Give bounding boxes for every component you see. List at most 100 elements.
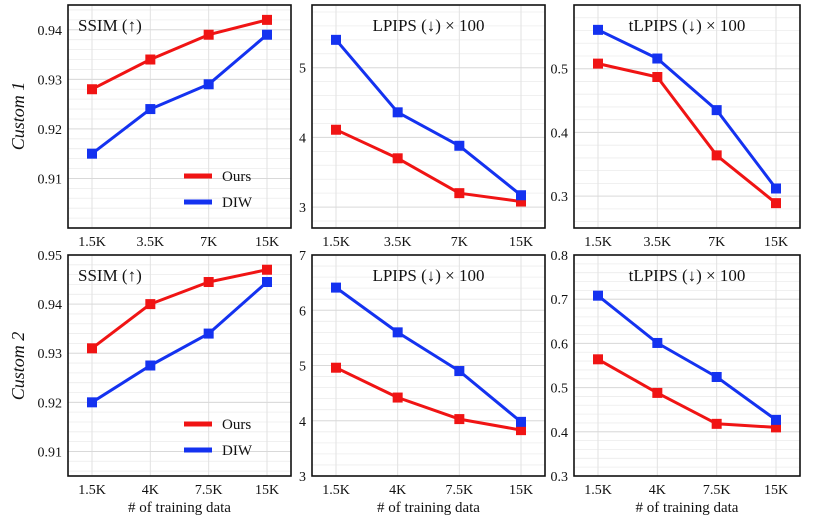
- row-label-1: Custom 1: [8, 82, 28, 151]
- chart-title: SSIM (↑): [78, 16, 142, 35]
- data-point-ours: [593, 58, 603, 69]
- row-label-2: Custom 2: [8, 332, 28, 401]
- x-axis-label-2: # of training data: [377, 500, 480, 516]
- data-point-diw: [516, 190, 526, 201]
- data-point-diw: [392, 107, 403, 118]
- y-tick-label: 0.7: [551, 293, 569, 308]
- chart-panel-2: 3 4 5 1.5K 3.5K 7K 15K LPIPS (↓) × 100: [299, 4, 546, 250]
- chart-title: LPIPS (↓) × 100: [372, 266, 484, 285]
- data-point-diw: [262, 277, 272, 288]
- y-tick-label: 0.94: [38, 24, 63, 39]
- data-point-diw: [771, 414, 781, 425]
- data-point-ours: [771, 198, 781, 209]
- y-tick-label: 0.95: [38, 249, 63, 264]
- chart-panel-5: 3 4 5 6 7 1.5K 4K 7.5K 15K LPIPS (↓) × 100: [299, 249, 546, 498]
- x-tick-label: 1.5K: [584, 235, 612, 250]
- data-point-ours: [593, 354, 603, 365]
- data-point-ours: [516, 196, 526, 207]
- plot-frame: [573, 254, 801, 477]
- chart-title: SSIM (↑): [78, 266, 142, 285]
- x-tick-label: 1.5K: [78, 235, 106, 250]
- data-point-ours: [262, 264, 272, 275]
- data-point-diw: [331, 282, 341, 293]
- data-point-ours: [392, 392, 403, 403]
- series-line-diw: [597, 28, 778, 190]
- data-point-ours: [516, 425, 526, 436]
- data-point-diw: [771, 183, 781, 194]
- y-tick-label: 0.91: [38, 445, 63, 460]
- chart-title: tLPIPS (↓) × 100: [629, 16, 746, 35]
- data-point-diw: [392, 327, 403, 338]
- plot-frame: [67, 254, 292, 477]
- series-line-diw: [91, 33, 268, 155]
- x-tick-label: 7K: [708, 235, 725, 250]
- data-point-ours: [203, 29, 214, 40]
- data-point-ours: [711, 418, 722, 429]
- y-tick-label: 0.3: [551, 190, 569, 205]
- data-point-diw: [593, 290, 603, 301]
- y-tick-label: 0.93: [38, 347, 63, 362]
- data-point-diw: [331, 34, 341, 45]
- chart-panel-3: 0.3 0.4 0.5 1.5K 3.5K 7K 15K tLPIPS (↓) × 100: [551, 4, 801, 250]
- data-point-diw: [87, 397, 97, 408]
- data-point-ours: [771, 422, 781, 433]
- series-line-diw: [334, 38, 522, 197]
- x-tick-label: 1.5K: [322, 235, 350, 250]
- x-tick-label: 15K: [509, 235, 533, 250]
- y-tick-label: 5: [299, 62, 306, 77]
- chart-panel-4: 0.91 0.92 0.93 0.94 0.95 1.5K 4K 7.5K 15K SSIM (↑…: [38, 249, 292, 498]
- x-axis-label-3: # of training data: [636, 500, 739, 516]
- series-line-ours: [335, 366, 522, 432]
- y-tick-label: 0.92: [38, 396, 63, 411]
- x-tick-label: 7.5K: [446, 483, 474, 498]
- plot-frame: [573, 4, 801, 229]
- x-tick-label: 7K: [451, 235, 468, 250]
- x-tick-label: 7.5K: [703, 483, 731, 498]
- series-line-diw: [91, 280, 268, 404]
- data-point-ours: [711, 150, 722, 161]
- x-tick-label: 1.5K: [322, 483, 350, 498]
- y-tick-label: 0.8: [551, 249, 569, 264]
- chart-title: tLPIPS (↓) × 100: [629, 266, 746, 285]
- y-tick-label: 0.5: [551, 382, 569, 397]
- x-tick-label: 4K: [389, 483, 406, 498]
- y-tick-label: 0.94: [38, 298, 63, 313]
- series-line-ours: [597, 357, 777, 429]
- chart-title: LPIPS (↓) × 100: [372, 16, 484, 35]
- chart-panel-1: 0.91 0.92 0.93 0.94 1.5K 3.5K 7K 15K SSIM (↑) Our…: [38, 4, 292, 250]
- data-point-ours: [331, 124, 341, 135]
- x-tick-label: 4K: [142, 483, 159, 498]
- y-tick-label: 0.91: [38, 172, 63, 187]
- data-point-diw: [454, 140, 465, 151]
- data-point-diw: [262, 29, 272, 40]
- data-point-diw: [87, 148, 97, 159]
- plot-frame: [311, 4, 546, 229]
- data-point-ours: [454, 188, 465, 199]
- data-point-ours: [87, 84, 97, 95]
- x-tick-label: 15K: [764, 483, 788, 498]
- series-line-diw: [597, 294, 777, 422]
- y-tick-label: 4: [299, 415, 306, 430]
- legend-label-diw: DIW: [222, 443, 253, 459]
- y-tick-label: 5: [299, 360, 306, 375]
- data-point-ours: [652, 71, 663, 82]
- series-line-diw: [335, 286, 522, 424]
- data-point-diw: [145, 104, 156, 115]
- x-axis-label-1: # of training data: [128, 500, 231, 516]
- y-tick-label: 0.92: [38, 123, 63, 138]
- data-point-ours: [454, 414, 465, 425]
- data-point-ours: [87, 343, 97, 354]
- series-line-ours: [91, 18, 268, 91]
- y-tick-label: 0.3: [551, 470, 569, 485]
- legend-label-ours: Ours: [222, 417, 251, 433]
- data-point-diw: [711, 371, 722, 382]
- x-tick-label: 1.5K: [584, 483, 612, 498]
- data-point-ours: [145, 54, 156, 65]
- data-point-ours: [262, 14, 272, 25]
- x-tick-label: 15K: [764, 235, 788, 250]
- y-tick-label: 0.4: [551, 426, 569, 441]
- data-point-diw: [454, 366, 465, 377]
- data-point-ours: [331, 362, 341, 373]
- data-point-diw: [593, 24, 603, 35]
- x-tick-label: 15K: [255, 483, 279, 498]
